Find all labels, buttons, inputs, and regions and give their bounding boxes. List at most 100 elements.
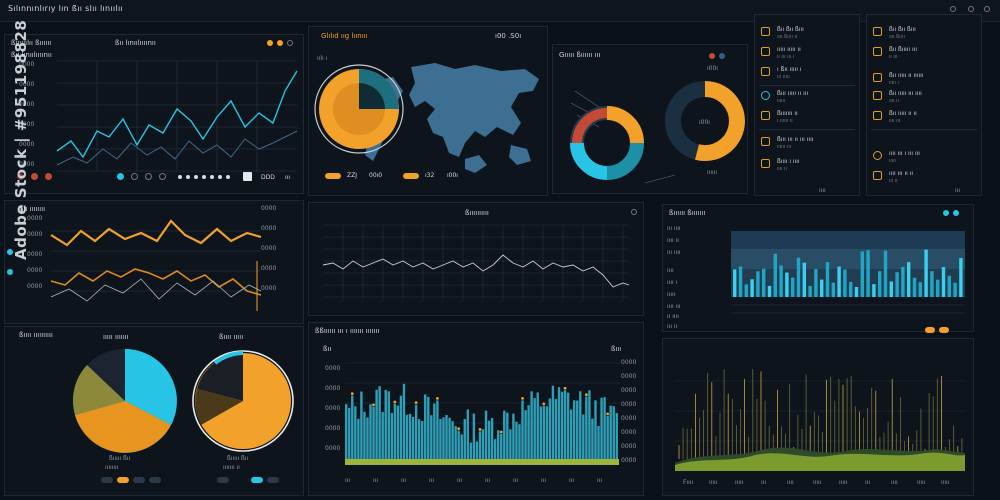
legend-dot[interactable] — [719, 53, 725, 59]
histo-bar — [439, 419, 442, 459]
y-tick-left: 0000 — [325, 425, 341, 432]
histo-bar — [527, 405, 530, 459]
legend-dot[interactable] — [943, 210, 949, 216]
legend-chip[interactable] — [251, 477, 263, 483]
pagination-dots[interactable] — [177, 174, 237, 180]
histo-bar — [472, 413, 476, 459]
status-dot[interactable] — [117, 173, 124, 180]
bar — [843, 269, 847, 297]
map-svg — [314, 63, 539, 173]
status-dot[interactable] — [17, 173, 24, 180]
histo-bar — [573, 400, 576, 459]
panel-right-tag: ßııı — [611, 345, 622, 353]
list-item-title: ßıı ııııı ıı ıı — [889, 110, 917, 117]
legend-chip[interactable] — [267, 477, 279, 483]
list-item-title: ßııııııı ıı — [777, 110, 798, 117]
list-item[interactable]: ıııı ııı ı ııı ııı ııııı — [867, 149, 981, 165]
y-tick: 0000 — [27, 215, 43, 222]
histo-bar — [408, 413, 412, 459]
list-footer: ııı — [955, 187, 961, 194]
status-dot[interactable] — [159, 173, 166, 180]
histo-bar — [603, 397, 606, 459]
list-item-sub: ıııı ßıııı — [889, 34, 905, 40]
list-item[interactable]: ßıı ııııı ıı ıııııı ııııı ı — [867, 71, 981, 87]
histo-bar — [484, 410, 488, 459]
list-item[interactable]: ııııı ııııı ıı ıı ııı ııı ı — [755, 45, 859, 61]
list-item-title: ßıı ßıı ßııı — [889, 26, 916, 33]
list-item[interactable]: ßııııııı ıı ı ıııııı ıı — [755, 109, 859, 125]
settings-icon[interactable] — [950, 6, 956, 12]
histo-bar — [405, 414, 409, 459]
y-tick: 0000 — [27, 231, 43, 238]
list-item-title: ßıı ßıı ßııı — [777, 26, 804, 33]
histo-bar — [506, 412, 509, 459]
histo-marker — [606, 412, 610, 416]
footer-value: DDD — [261, 174, 275, 181]
band-top — [731, 231, 965, 249]
bar — [866, 250, 870, 297]
list-item[interactable]: ßıı ßııııı ııı ıı ııı — [867, 45, 981, 61]
status-dot[interactable] — [131, 173, 138, 180]
list-item-sub: ıııııı — [777, 98, 786, 104]
indicator-dot[interactable] — [7, 249, 13, 255]
legend-toggle[interactable] — [287, 40, 293, 46]
flag-icon — [873, 171, 882, 180]
legend-chip[interactable] — [403, 173, 419, 179]
search-icon[interactable] — [968, 6, 974, 12]
histo-bar — [539, 406, 542, 459]
pie2-darkorange — [195, 389, 243, 425]
histo-bar — [351, 395, 354, 459]
legend-chip[interactable] — [325, 173, 341, 179]
histo-bar — [579, 391, 582, 459]
chart-icon — [761, 47, 770, 56]
list-item[interactable]: ßıı ßıı ßııı ıııı ßıııı ıı — [755, 25, 859, 41]
histo-marker — [584, 393, 588, 397]
legend-dot[interactable] — [709, 53, 715, 59]
histo-bar — [490, 418, 494, 459]
legend-dot-orange-2[interactable] — [277, 40, 283, 46]
expand-icon[interactable] — [631, 209, 637, 215]
square-button[interactable] — [243, 172, 252, 181]
status-dot[interactable] — [45, 173, 52, 180]
legend-chip[interactable] — [117, 477, 129, 483]
histo-bar — [576, 400, 579, 459]
user-icon[interactable] — [984, 6, 990, 12]
list-item[interactable]: ßıı ııııı ıı ıı ıııı ııı — [867, 109, 981, 125]
bar — [895, 272, 899, 297]
status-dot[interactable] — [31, 173, 38, 180]
histo-bar — [524, 410, 527, 459]
status-dot[interactable] — [145, 173, 152, 180]
x-tick: Fıııı — [683, 479, 694, 486]
series-line-blue — [56, 130, 298, 166]
pie1-sub: ıııııııı — [105, 464, 119, 471]
pie2-dark — [197, 353, 243, 401]
x-tick: ııı — [401, 477, 407, 484]
legend-dot-orange[interactable] — [267, 40, 273, 46]
bars-group — [733, 249, 963, 297]
histo-marker — [436, 396, 439, 400]
legend-dot[interactable] — [953, 210, 959, 216]
pie1-olive — [72, 365, 125, 415]
histo-bar — [554, 398, 558, 459]
list-item[interactable]: ı ßıı ııııı ı ııı ııııı — [755, 65, 859, 81]
legend-chip[interactable] — [149, 477, 161, 483]
y-tick-right: 0000 — [261, 285, 277, 292]
list-item[interactable]: ßıı ßıı ßııı ıııı ßıııı — [867, 25, 981, 41]
histo-bar — [463, 419, 466, 459]
bar — [953, 282, 957, 297]
legend-chip[interactable] — [217, 477, 229, 483]
pie2-title: ßıııı ııııı — [219, 333, 244, 341]
indicator-dot[interactable] — [7, 269, 13, 275]
histo-bar — [542, 405, 545, 459]
list-item[interactable]: ßııı ııııı ıı ııı ıııııı — [755, 89, 859, 105]
list-item[interactable]: ßıı ııııı ııı ıııı ıııı ıı — [867, 89, 981, 105]
legend-chip[interactable] — [939, 327, 949, 333]
list-item[interactable]: ßıııı ı ıııı ıııı ıı — [755, 157, 859, 173]
legend-chip[interactable] — [101, 477, 113, 483]
list-item[interactable]: ıııı ııı ıı ıı ııı ıı — [867, 169, 981, 185]
legend-chip[interactable] — [925, 327, 935, 333]
histo-bar — [466, 409, 469, 459]
list-item[interactable]: ßııı ııı ıı ııı ıııı ıııııı ııı — [755, 135, 859, 151]
legend-chip[interactable] — [133, 477, 145, 483]
panel-line-chart: ßıııııılıı ßıııııı ßıı lınıılıııınıı ßıı… — [4, 34, 304, 194]
